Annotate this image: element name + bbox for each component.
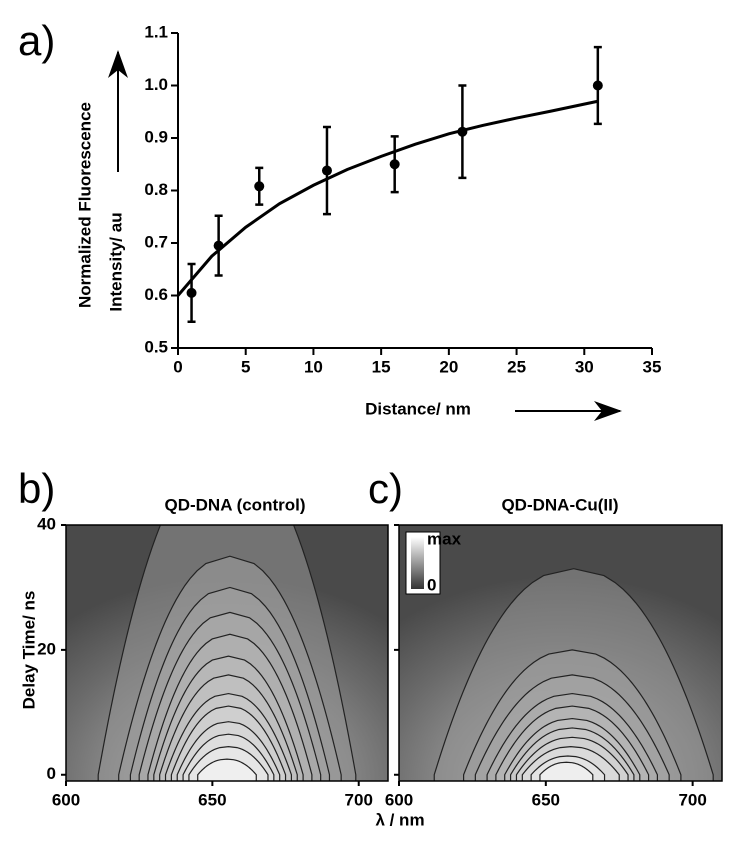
x-tick-label: 30 bbox=[575, 357, 594, 376]
x-tick-label: 650 bbox=[532, 790, 560, 809]
y-tick-label: 0.5 bbox=[144, 337, 168, 356]
x-tick-label: 600 bbox=[52, 790, 80, 809]
chart-title: QD-DNA-Cu(II) bbox=[501, 495, 618, 514]
contour bbox=[539, 761, 594, 781]
y-tick-label: 0.9 bbox=[144, 127, 168, 146]
frame bbox=[65, 524, 389, 782]
panel-label: b) bbox=[18, 465, 55, 512]
y-axis-label: Normalized Fluorescence bbox=[75, 102, 94, 308]
x-tick-label: 650 bbox=[198, 790, 226, 809]
x-axis-label: λ / nm bbox=[375, 810, 424, 829]
x-tick-label: 10 bbox=[304, 357, 323, 376]
y-axis-label: Delay Time/ ns bbox=[19, 591, 38, 710]
y-tick-label: 0 bbox=[47, 764, 56, 783]
y-axis-label: Intensity/ au bbox=[106, 212, 125, 311]
data-point bbox=[389, 159, 400, 170]
fit-curve bbox=[176, 99, 599, 297]
x-tick-label: 600 bbox=[385, 790, 413, 809]
plot-area bbox=[66, 525, 388, 781]
y-tick-label: 1.0 bbox=[144, 75, 168, 94]
data-point bbox=[321, 165, 332, 176]
y-tick-label: 0.6 bbox=[144, 285, 168, 304]
y-tick-label: 1.1 bbox=[144, 22, 168, 41]
x-tick-label: 700 bbox=[345, 790, 373, 809]
panel-label: c) bbox=[368, 465, 403, 512]
chart-title: QD-DNA (control) bbox=[164, 495, 305, 514]
colorbar-label: 0 bbox=[427, 575, 436, 594]
x-axis-label: Distance/ nm bbox=[365, 399, 471, 418]
axes bbox=[177, 33, 652, 349]
x-tick-label: 5 bbox=[241, 357, 250, 376]
data-point bbox=[592, 80, 603, 91]
y-tick-label: 40 bbox=[37, 514, 56, 533]
frame bbox=[398, 524, 723, 782]
x-tick-label: 35 bbox=[643, 357, 662, 376]
x-tick-label: 700 bbox=[678, 790, 706, 809]
panel-label: a) bbox=[18, 17, 55, 64]
contour bbox=[197, 758, 257, 781]
y-tick-label: 0.8 bbox=[144, 180, 168, 199]
y-tick-label: 20 bbox=[37, 639, 56, 658]
x-tick-label: 15 bbox=[372, 357, 391, 376]
x-tick-label: 25 bbox=[507, 357, 526, 376]
plot-area bbox=[399, 525, 722, 781]
data-point bbox=[186, 287, 197, 298]
x-tick-label: 20 bbox=[439, 357, 458, 376]
data-point bbox=[254, 181, 265, 192]
y-tick-label: 0.7 bbox=[144, 232, 168, 251]
x-tick-label: 0 bbox=[173, 357, 182, 376]
colorbar-label: max bbox=[427, 529, 462, 548]
colorbar bbox=[411, 537, 424, 589]
